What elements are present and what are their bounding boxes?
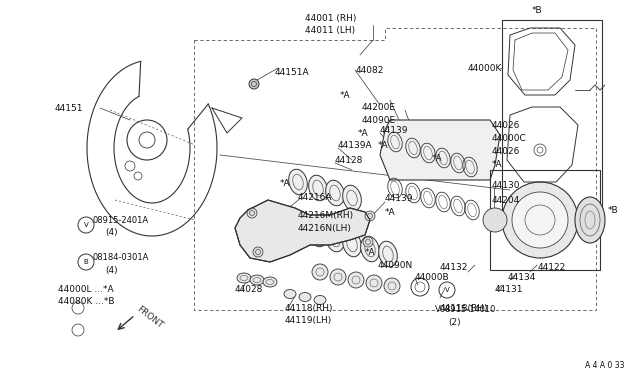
Ellipse shape (284, 289, 296, 298)
Text: 08184-0301A: 08184-0301A (92, 253, 148, 262)
Circle shape (366, 275, 382, 291)
Ellipse shape (308, 221, 327, 247)
Text: 44134: 44134 (508, 273, 536, 282)
Text: 44090E: 44090E (362, 115, 396, 125)
Text: 44139: 44139 (380, 125, 408, 135)
Ellipse shape (326, 226, 344, 252)
Ellipse shape (308, 175, 327, 201)
Text: *A: *A (340, 90, 351, 99)
Ellipse shape (314, 295, 326, 305)
Text: *A: *A (492, 160, 502, 169)
Text: 44139A: 44139A (338, 141, 372, 150)
Ellipse shape (263, 277, 277, 287)
Text: B: B (84, 259, 88, 265)
Circle shape (253, 247, 263, 257)
Bar (502, 20, 602, 215)
Circle shape (365, 211, 375, 221)
Text: 44139: 44139 (385, 193, 413, 202)
Text: *B: *B (608, 205, 619, 215)
Text: (2): (2) (448, 317, 461, 327)
Text: 44130: 44130 (492, 180, 520, 189)
Text: 44122: 44122 (538, 263, 566, 273)
Text: 44118(RH): 44118(RH) (440, 304, 488, 312)
Text: *A: *A (280, 179, 291, 187)
Text: 44026: 44026 (492, 147, 520, 155)
Text: *A: *A (358, 128, 369, 138)
Text: 44026: 44026 (492, 121, 520, 129)
Text: 44216M(RH): 44216M(RH) (298, 211, 354, 219)
Text: V: V (445, 287, 449, 293)
Text: 44128: 44128 (335, 155, 364, 164)
Circle shape (363, 237, 373, 247)
Text: 44028: 44028 (235, 285, 264, 295)
Ellipse shape (342, 231, 362, 257)
Circle shape (384, 278, 400, 294)
Text: 44001 (RH): 44001 (RH) (305, 13, 356, 22)
Ellipse shape (289, 215, 307, 241)
Text: A 4 A 0 33: A 4 A 0 33 (586, 360, 625, 369)
Text: 44000B: 44000B (415, 273, 450, 282)
Text: *B: *B (532, 6, 543, 15)
Text: (4): (4) (105, 228, 118, 237)
Circle shape (312, 264, 328, 280)
Text: 44151: 44151 (55, 103, 83, 112)
Text: V08915-14010: V08915-14010 (435, 305, 497, 314)
Text: *A: *A (385, 208, 396, 217)
Circle shape (247, 208, 257, 218)
Polygon shape (380, 120, 500, 180)
Text: 44000L ...*A: 44000L ...*A (58, 285, 114, 295)
Text: FRONT: FRONT (135, 304, 165, 330)
Polygon shape (235, 200, 370, 262)
Text: V: V (84, 222, 88, 228)
Text: 44000C: 44000C (492, 134, 527, 142)
Ellipse shape (575, 197, 605, 243)
Text: 08915-2401A: 08915-2401A (92, 215, 148, 224)
Text: 44204: 44204 (492, 196, 520, 205)
Text: 44131: 44131 (495, 285, 524, 295)
Text: 44216A: 44216A (298, 192, 333, 202)
Bar (490, 170, 600, 270)
Text: 44090N: 44090N (378, 260, 413, 269)
Text: 44011 (LH): 44011 (LH) (305, 26, 355, 35)
Text: 44080K ...*B: 44080K ...*B (58, 298, 115, 307)
Circle shape (483, 208, 507, 232)
Text: 44200E: 44200E (362, 103, 396, 112)
Ellipse shape (289, 169, 307, 195)
Ellipse shape (379, 241, 397, 267)
Ellipse shape (342, 185, 362, 211)
Text: *A: *A (365, 247, 376, 257)
Circle shape (249, 79, 259, 89)
Ellipse shape (361, 236, 380, 262)
Text: 44216N(LH): 44216N(LH) (298, 224, 352, 232)
Text: *A: *A (432, 154, 443, 163)
Circle shape (502, 182, 578, 258)
Text: 44119(LH): 44119(LH) (285, 315, 332, 324)
Text: *A: *A (378, 141, 388, 150)
Text: (4): (4) (105, 266, 118, 275)
Circle shape (348, 272, 364, 288)
Text: 44082: 44082 (356, 65, 385, 74)
Text: 44000K: 44000K (468, 64, 502, 73)
Ellipse shape (326, 180, 344, 206)
Circle shape (512, 192, 568, 248)
Ellipse shape (237, 273, 251, 283)
Ellipse shape (299, 292, 311, 301)
Text: 44151A: 44151A (275, 67, 310, 77)
Text: 44118(RH): 44118(RH) (285, 304, 333, 312)
Text: 44132: 44132 (440, 263, 468, 273)
Circle shape (330, 269, 346, 285)
Ellipse shape (250, 275, 264, 285)
